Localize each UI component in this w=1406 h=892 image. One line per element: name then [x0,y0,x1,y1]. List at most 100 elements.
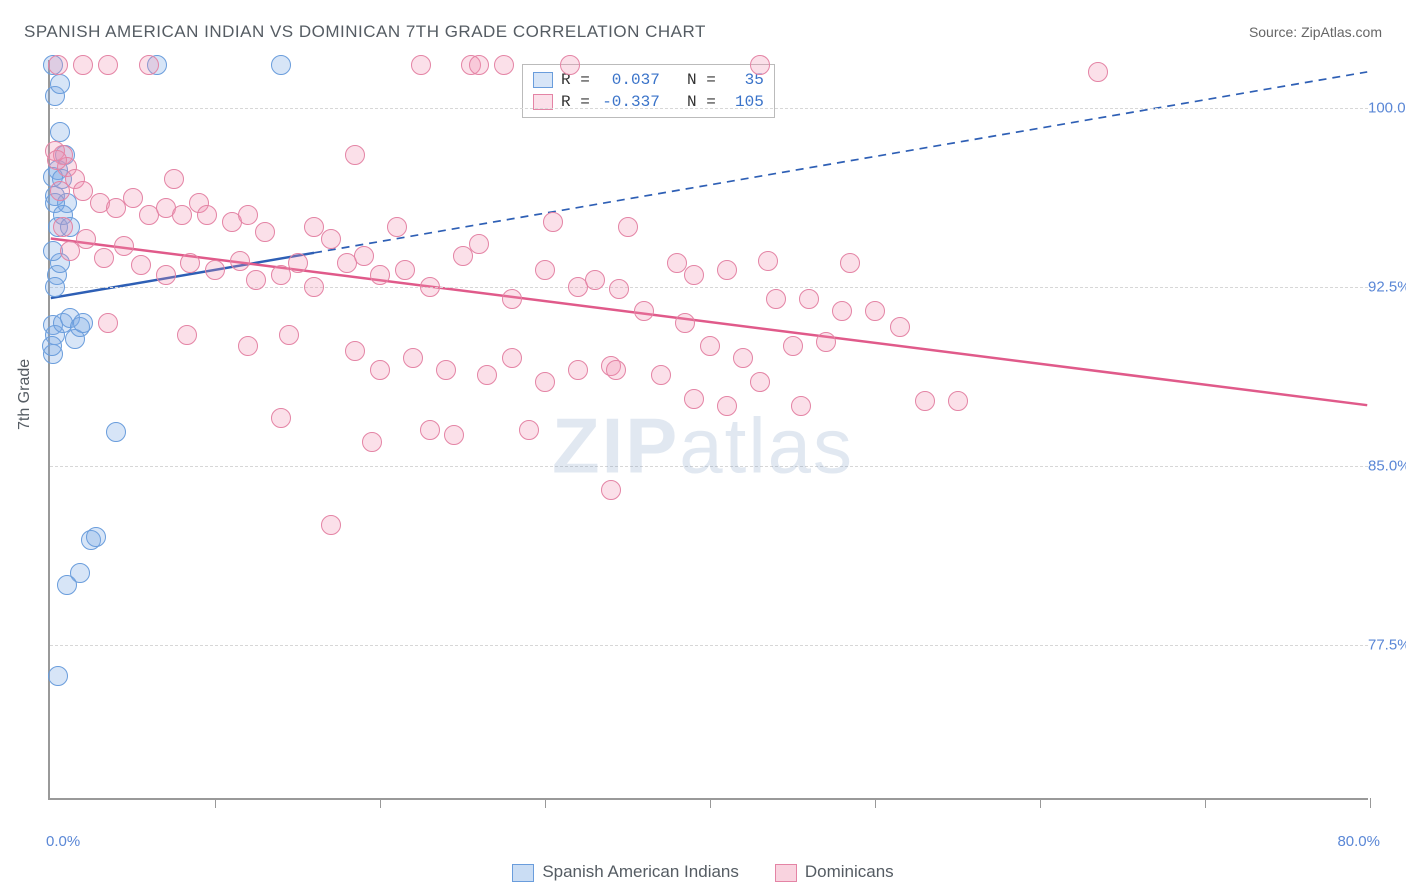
scatter-point [568,360,588,380]
scatter-point [750,372,770,392]
scatter-point [345,145,365,165]
scatter-point [502,289,522,309]
scatter-point [717,396,737,416]
scatter-point [733,348,753,368]
scatter-point [271,55,291,75]
source-attribution: Source: ZipAtlas.com [1249,24,1382,40]
correlation-stats-box: R =0.037 N =35R =-0.337 N =105 [522,64,775,118]
stats-r-value: 0.037 [598,69,660,91]
scatter-point [601,480,621,500]
stats-row: R = -0.337 N = 105 [533,91,764,113]
scatter-point [750,55,770,75]
scatter-point [535,260,555,280]
scatter-point [73,55,93,75]
scatter-point [50,181,70,201]
scatter-point [238,205,258,225]
legend-item: Dominicans [775,862,894,882]
scatter-point [634,301,654,321]
scatter-point [411,55,431,75]
x-axis-tick [1040,798,1041,808]
scatter-point [98,313,118,333]
scatter-point [164,169,184,189]
scatter-point [48,666,68,686]
legend-label: Spanish American Indians [542,862,739,881]
scatter-point [139,55,159,75]
chart-legend: Spanish American Indians Dominicans [0,862,1406,882]
legend-item: Spanish American Indians [512,862,739,882]
scatter-point [271,408,291,428]
scatter-point [1088,62,1108,82]
scatter-point [156,265,176,285]
scatter-point [420,420,440,440]
scatter-point [131,255,151,275]
scatter-point [717,260,737,280]
scatter-point [618,217,638,237]
scatter-point [840,253,860,273]
scatter-point [519,420,539,440]
x-axis-label-max: 80.0% [1337,833,1380,850]
x-axis-tick [1370,798,1371,808]
scatter-point [469,234,489,254]
scatter-point [436,360,456,380]
scatter-point [304,217,324,237]
trend-lines-layer [50,60,1368,798]
gridline [50,287,1368,288]
scatter-point [948,391,968,411]
chart-title: SPANISH AMERICAN INDIAN VS DOMINICAN 7TH… [24,22,706,42]
scatter-point [197,205,217,225]
stats-n-label: N = [668,69,716,91]
scatter-point [799,289,819,309]
scatter-point [106,422,126,442]
x-axis-tick [380,798,381,808]
y-axis-title: 7th Grade [16,359,34,430]
x-axis-tick [1205,798,1206,808]
scatter-point [304,277,324,297]
scatter-point [609,279,629,299]
scatter-point [238,336,258,356]
scatter-point [57,575,77,595]
scatter-point [45,277,65,297]
scatter-point [791,396,811,416]
scatter-point [47,150,67,170]
scatter-point [502,348,522,368]
scatter-point [50,74,70,94]
scatter-point [86,527,106,547]
x-axis-tick [215,798,216,808]
scatter-point [469,55,489,75]
scatter-point [370,265,390,285]
scatter-point [98,55,118,75]
trend-line-dashed [314,72,1367,253]
legend-swatch [775,864,797,882]
scatter-point [675,313,695,333]
scatter-point [560,55,580,75]
stats-r-value: -0.337 [598,91,660,113]
scatter-point [73,313,93,333]
gridline [50,108,1368,109]
scatter-point [362,432,382,452]
scatter-point [535,372,555,392]
scatter-point [255,222,275,242]
scatter-point [684,265,704,285]
scatter-point [477,365,497,385]
stats-r-label: R = [561,91,590,113]
x-axis-label-min: 0.0% [46,833,80,850]
scatter-point [76,229,96,249]
x-axis-tick [710,798,711,808]
scatter-point [890,317,910,337]
y-axis-tick-label: 85.0% [1368,457,1406,474]
scatter-point [395,260,415,280]
scatter-point [494,55,514,75]
scatter-point [766,289,786,309]
gridline [50,645,1368,646]
stats-n-label: N = [668,91,716,113]
scatter-point [420,277,440,297]
scatter-point [585,270,605,290]
scatter-point [279,325,299,345]
scatter-point [606,360,626,380]
scatter-point [345,341,365,361]
stats-n-value: 105 [724,91,764,113]
scatter-point [700,336,720,356]
x-axis-tick [545,798,546,808]
scatter-point [123,188,143,208]
scatter-plot-area: R =0.037 N =35R =-0.337 N =105 77.5%85.0… [48,60,1368,800]
